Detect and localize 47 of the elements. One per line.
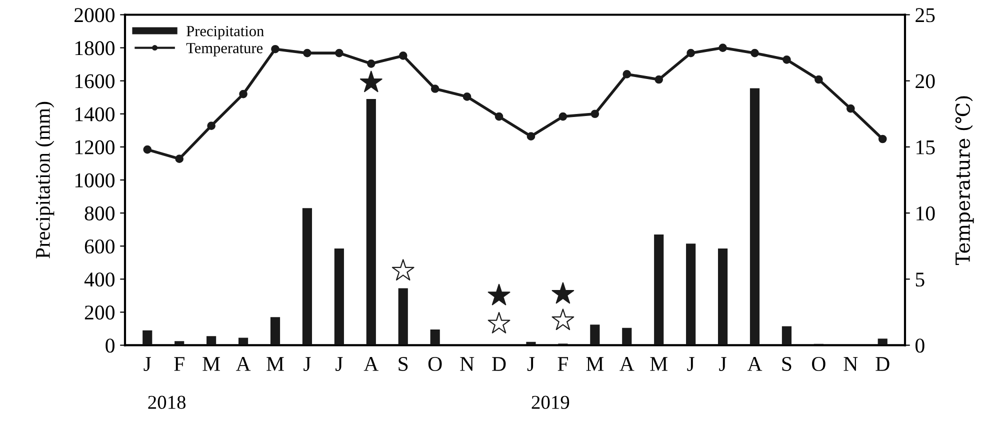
y-tick-label: 2000 bbox=[74, 8, 114, 22]
x-tick-label: D bbox=[876, 357, 890, 371]
y-tick-label: 1800 bbox=[75, 41, 114, 56]
y-tick-label: 0 bbox=[106, 338, 114, 353]
y-tick-label: 400 bbox=[84, 272, 114, 287]
legend-label: Precipitation bbox=[186, 26, 264, 40]
y-tick-label: 600 bbox=[84, 239, 114, 254]
y-tick-label: 1200 bbox=[75, 140, 114, 154]
x-tick-label: M bbox=[202, 357, 220, 371]
y2-tick-label: 10 bbox=[916, 206, 935, 220]
x-tick-label: D bbox=[492, 357, 506, 371]
x-tick-label: S bbox=[782, 356, 792, 371]
x-tick-label: F bbox=[558, 357, 568, 371]
y2-tick-label: 15 bbox=[916, 140, 935, 154]
text: 2019 bbox=[532, 396, 570, 409]
x-tick-label: A bbox=[747, 357, 762, 371]
x-tick-label: S bbox=[398, 356, 408, 371]
x-tick-label: J bbox=[719, 357, 726, 371]
x-tick-label: J bbox=[304, 357, 311, 371]
x-tick-label: A bbox=[620, 357, 634, 371]
x-tick-label: J bbox=[144, 357, 151, 371]
y-axis-title: Precipitation (mm) bbox=[35, 102, 54, 258]
x-tick-label: M bbox=[266, 357, 284, 371]
x-tick-label: J bbox=[527, 357, 535, 371]
text: 2018 bbox=[148, 396, 186, 409]
y2-tick-label: 0 bbox=[916, 338, 924, 353]
x-tick-label: N bbox=[460, 357, 474, 371]
y-tick-label: 1400 bbox=[75, 107, 114, 122]
y-tick-label: 1000 bbox=[75, 173, 114, 188]
y2-tick-label: 25 bbox=[916, 8, 935, 22]
y2-axis-title: Temperature (℃) bbox=[955, 96, 974, 266]
y2-tick-label: 20 bbox=[916, 74, 935, 88]
y-tick-label: 800 bbox=[84, 206, 114, 220]
x-tick-label: F bbox=[174, 357, 184, 371]
x-tick-label: A bbox=[236, 357, 251, 371]
x-tick-label: M bbox=[650, 357, 668, 371]
legend-label: Temperature bbox=[186, 43, 263, 56]
x-tick-label: N bbox=[844, 357, 858, 371]
x-tick-label: J bbox=[336, 357, 343, 371]
x-tick-label: M bbox=[586, 357, 604, 371]
y2-tick-label: 5 bbox=[916, 272, 924, 287]
y-tick-label: 1600 bbox=[75, 74, 114, 88]
y-tick-label: 200 bbox=[84, 306, 114, 320]
x-tick-label: O bbox=[428, 356, 442, 371]
x-tick-label: O bbox=[812, 356, 826, 371]
x-tick-label: A bbox=[364, 357, 379, 371]
x-tick-label: J bbox=[687, 357, 694, 371]
